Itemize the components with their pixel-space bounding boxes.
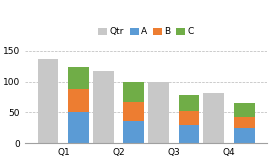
Bar — [68, 67, 89, 89]
Bar — [68, 89, 89, 112]
Bar — [234, 117, 255, 128]
Bar — [178, 95, 200, 111]
Bar — [68, 112, 89, 143]
Bar — [148, 82, 169, 143]
Bar — [178, 125, 200, 143]
Bar — [123, 120, 144, 143]
Bar — [203, 93, 224, 143]
Bar — [93, 71, 114, 143]
Legend: Qtr, A, B, C: Qtr, A, B, C — [98, 27, 194, 36]
Bar — [178, 111, 200, 125]
Bar — [234, 128, 255, 143]
Bar — [123, 102, 144, 120]
Bar — [123, 82, 144, 102]
Bar — [234, 103, 255, 117]
Bar — [38, 59, 59, 143]
